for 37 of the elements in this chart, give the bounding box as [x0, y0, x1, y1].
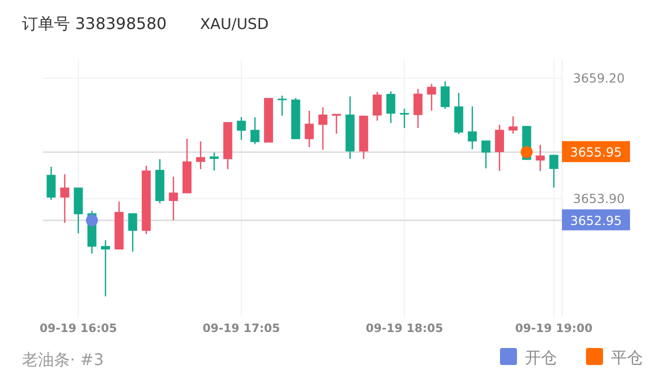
candlestick — [304, 110, 314, 148]
y-tick-label: 3659.20 — [573, 70, 625, 86]
candlestick — [549, 154, 558, 188]
candlestick — [372, 91, 382, 122]
chart-subtitle: XAU/USD — [200, 15, 269, 33]
x-tick-label: 09-19 19:00 — [515, 321, 593, 335]
candlestick — [318, 106, 328, 150]
x-tick-label: 09-19 16:05 — [40, 321, 118, 335]
ref-line-label: 3652.95 — [570, 212, 622, 228]
legend-label: 开仓 — [525, 348, 557, 367]
candlestick — [196, 140, 206, 170]
candlestick — [481, 140, 490, 169]
candlestick — [495, 124, 504, 172]
candlestick — [508, 116, 518, 134]
candlestick — [440, 80, 450, 110]
candlestick — [400, 108, 409, 129]
candlestick — [210, 152, 219, 172]
candlestick — [468, 106, 477, 150]
x-tick-label: 09-19 18:05 — [366, 321, 444, 335]
candlestick — [168, 176, 178, 221]
x-tick-label: 09-19 17:05 — [202, 321, 280, 335]
candlestick — [236, 116, 246, 140]
chart-title: 订单号 338398580 — [22, 14, 167, 33]
candlestick — [60, 174, 70, 224]
candlestick — [128, 212, 138, 252]
text: 老油条· #3 — [22, 350, 104, 369]
candlestick — [427, 83, 436, 112]
y-tick-label: 3653.90 — [573, 191, 625, 206]
candlestick — [413, 88, 422, 129]
candlestick — [100, 239, 110, 297]
candlestick — [46, 166, 56, 201]
legend-label: 平仓 — [611, 348, 643, 367]
candlestick — [386, 90, 396, 124]
candlestick — [250, 116, 260, 145]
candlestick — [278, 95, 287, 116]
candlestick — [536, 144, 545, 172]
ref-line-label: 3655.95 — [570, 144, 622, 160]
